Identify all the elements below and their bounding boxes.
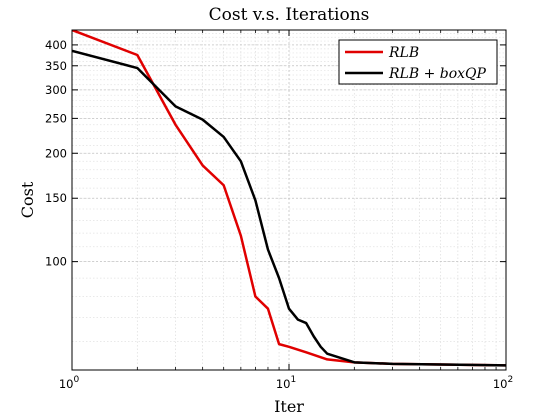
x-tick-label: 102 (493, 375, 513, 391)
legend: RLB RLB + boxQP (338, 39, 498, 85)
minor-grid-x (136, 30, 497, 370)
chart-title: Cost v.s. Iterations (209, 5, 370, 25)
x-tick-labels: 100 101 102 (59, 375, 513, 391)
y-tick-label: 150 (45, 191, 67, 205)
y-tick-label: 400 (45, 38, 67, 52)
series-lines (72, 30, 506, 367)
x-tick-label: 100 (59, 375, 80, 391)
legend-box (338, 39, 498, 85)
series-line-rlb-boxqp (72, 49, 506, 367)
y-tick-label: 100 (45, 255, 67, 269)
x-tick-label: 101 (276, 375, 296, 391)
y-tick-label: 300 (45, 83, 67, 97)
y-tick-label: 350 (45, 59, 67, 73)
y-axis-label: Cost (18, 181, 37, 218)
legend-label-rlb: RLB (388, 45, 419, 61)
y-ticks (72, 44, 506, 263)
y-tick-labels: 100 150 200 250 300 350 400 (45, 38, 67, 269)
y-tick-label: 200 (45, 146, 67, 160)
y-tick-label: 250 (45, 111, 67, 125)
legend-label-rlb-boxqp: RLB + boxQP (388, 66, 487, 82)
x-ticks (71, 30, 507, 370)
x-axis-label: Iter (274, 397, 304, 416)
